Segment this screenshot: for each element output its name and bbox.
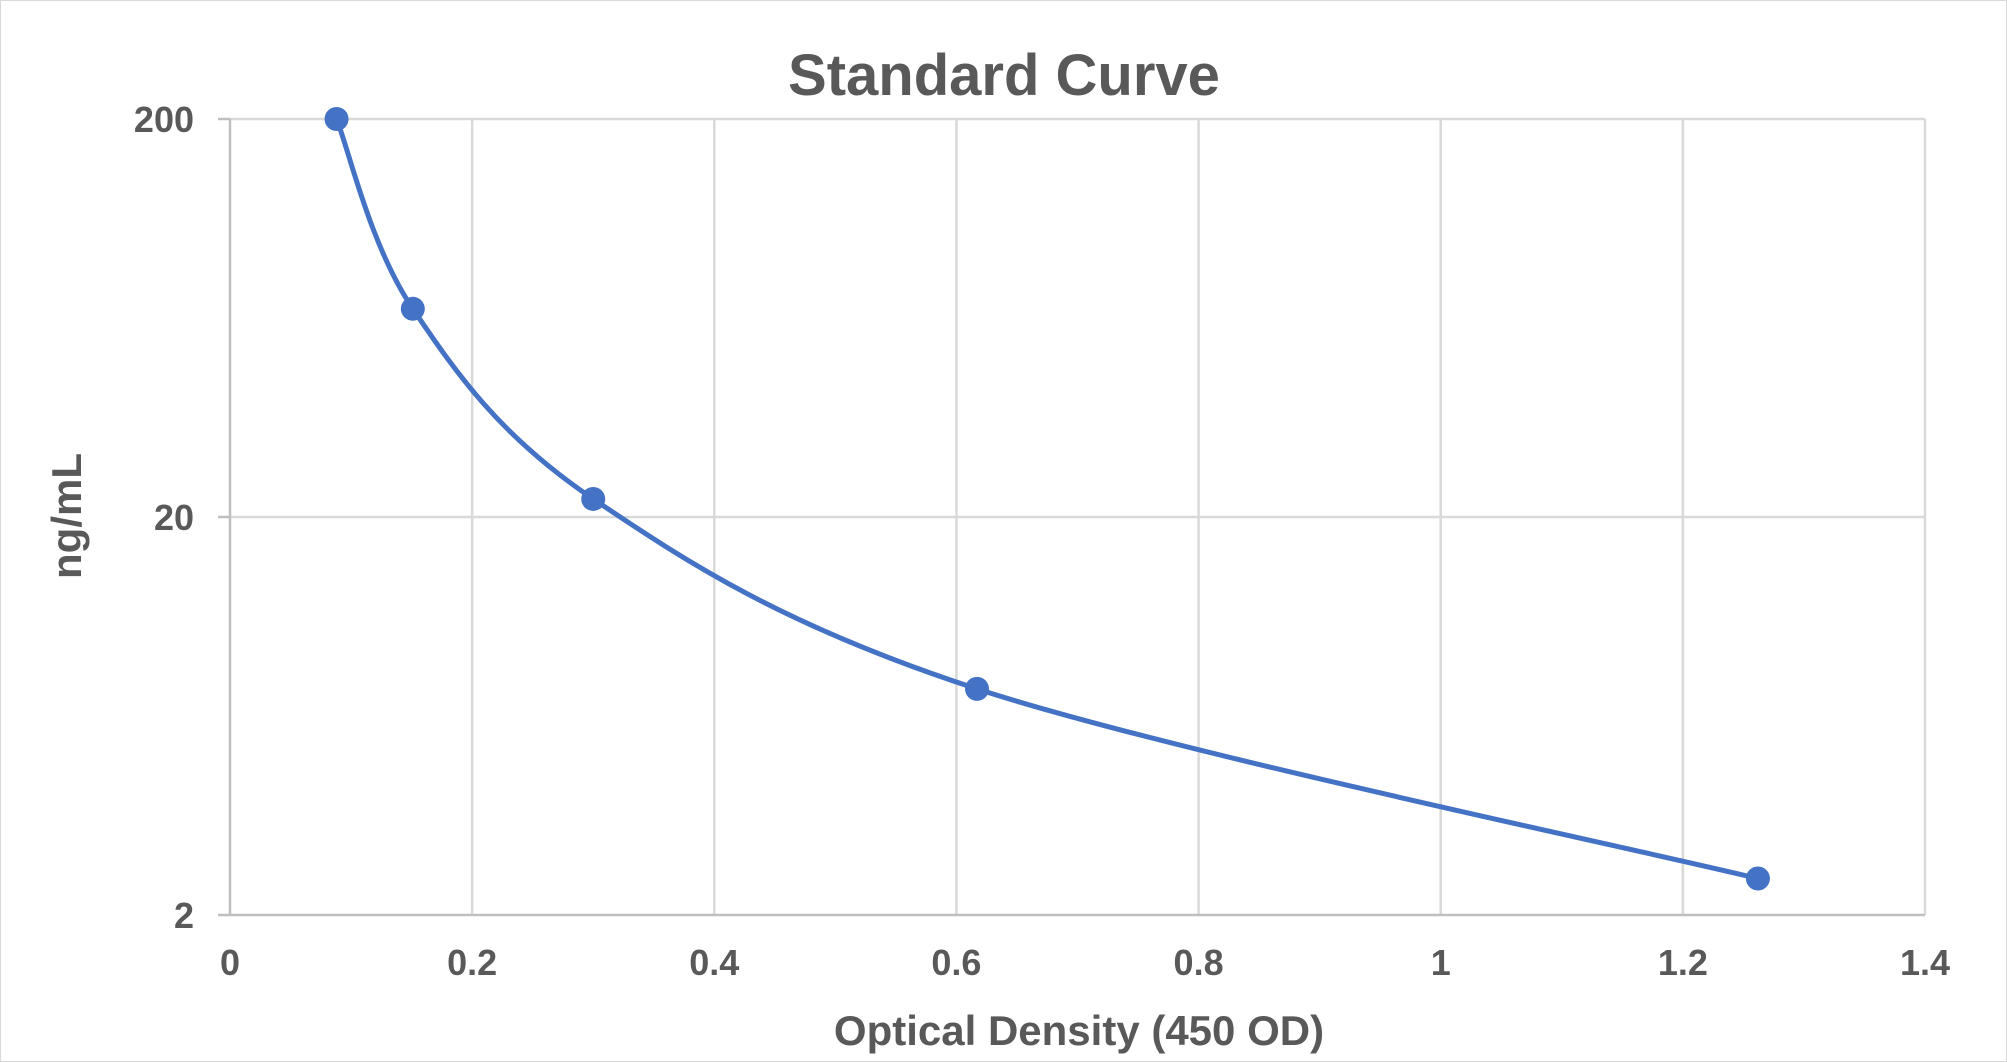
data-points bbox=[324, 107, 1770, 891]
y-tick-label: 20 bbox=[154, 497, 194, 538]
x-tick-label: 0.6 bbox=[931, 942, 981, 983]
x-tick-labels: 0 0.2 0.4 0.6 0.8 1 1.2 1.4 bbox=[220, 942, 1950, 983]
data-point bbox=[400, 296, 425, 321]
x-tick-label: 0.2 bbox=[447, 942, 497, 983]
y-tick-label: 2 bbox=[174, 895, 194, 936]
x-tick-label: 1 bbox=[1431, 942, 1451, 983]
chart-title: Standard Curve bbox=[788, 43, 1220, 108]
data-point bbox=[1745, 866, 1770, 891]
y-tick-labels: 2 20 200 bbox=[134, 99, 194, 936]
axes bbox=[218, 117, 1925, 917]
series-line bbox=[334, 116, 1761, 882]
x-tick-label: 1.4 bbox=[1900, 942, 1950, 983]
x-tick-label: 0.4 bbox=[689, 942, 739, 983]
data-point bbox=[581, 486, 606, 511]
x-tick-label: 0 bbox=[220, 942, 240, 983]
data-point bbox=[965, 676, 990, 701]
data-point bbox=[324, 107, 349, 131]
y-axis-label: ng/mL bbox=[43, 453, 90, 579]
gridlines bbox=[230, 117, 1927, 915]
x-tick-label: 1.2 bbox=[1658, 942, 1708, 983]
y-tick-label: 200 bbox=[134, 99, 194, 140]
x-axis-label: Optical Density (450 OD) bbox=[834, 1007, 1324, 1054]
x-tick-label: 0.8 bbox=[1174, 942, 1224, 983]
